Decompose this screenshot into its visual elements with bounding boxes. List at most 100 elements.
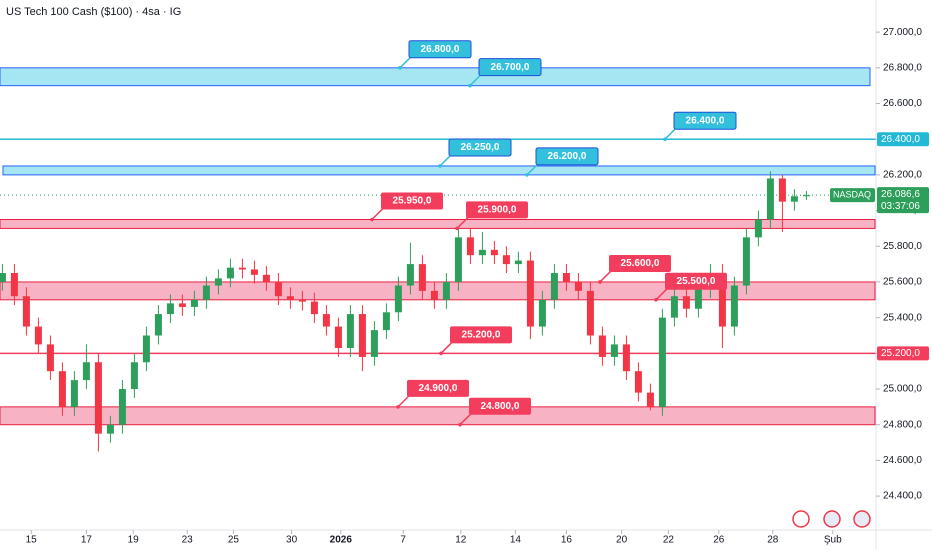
icon[interactable] [792,510,810,528]
candle-body [130,362,138,390]
candle-body [310,301,318,315]
callout-label: 24.800,0 [481,401,520,412]
callouts-layer: 26.800,0 26.700,0 26.250,0 26.200,0 25.950,0… [370,40,737,427]
candle-body [802,195,810,197]
x-tick-label: 14 [510,535,522,546]
callout-anchor [654,297,658,302]
candle-body [694,289,702,309]
candle-body [454,237,462,282]
candle-body [394,285,402,313]
y-tick-label: 27.000,0 [883,27,922,38]
candle-body [502,255,510,265]
y-tick-label: 26.800,0 [883,62,922,73]
axis-level-label: 25.200,0 [881,348,920,359]
candle-body [430,290,438,300]
callout-box [448,138,512,157]
candle-body [286,296,294,300]
x-tick-label: 23 [182,535,194,546]
candle-body [334,326,342,348]
callout-anchor [438,164,442,168]
x-tick-label: 12 [455,535,467,546]
candle-body [466,237,474,256]
callout-anchor [598,280,602,284]
zone [0,406,876,426]
callout-label: 24.900,0 [419,383,458,394]
callout-pointer [439,154,452,167]
x-tick-label: 28 [767,535,779,546]
candle-body [586,290,594,336]
y-tick-label: 24.800,0 [883,419,922,430]
callout-pointer [655,288,668,301]
callout-label: 26.250,0 [461,142,500,153]
callout-box [466,201,528,219]
candle-body [550,273,558,300]
callout-anchor [458,422,462,427]
candle-body [670,296,678,318]
candle-body [370,330,378,357]
candle-body [730,285,738,327]
candle-body [202,285,210,300]
candle-body [778,178,786,202]
callout-anchor [396,405,400,409]
callout-pointer [664,127,677,140]
candle-body [490,249,498,256]
callout-pointer [440,341,453,354]
callout-anchor [525,173,529,177]
candle-body [358,314,366,357]
candle-body [382,312,390,331]
callout-label: 26.200,0 [548,151,587,162]
exchange-tag: NASDAQ [833,189,871,199]
y-tick-label: 26.200,0 [883,170,922,181]
chart-title: US Tech 100 Cash ($100) · 4sa · IG [6,6,181,18]
callout-box [609,254,671,272]
candle-body [610,344,618,357]
x-tick-label: 2026 [330,535,353,546]
callout-box [408,40,472,59]
callout-pointer [469,74,482,87]
candle-body [0,273,6,282]
x-tick-label: 30 [286,535,298,546]
exchange-tag-box [830,188,875,203]
x-tick-label: 7 [400,535,406,546]
callout-label: 25.950,0 [393,196,432,207]
icon[interactable] [853,510,871,528]
candle-body [634,371,642,393]
candle-body [766,178,774,220]
callout-label: 25.500,0 [677,276,716,287]
candle-body [166,303,174,315]
callout-anchor [468,83,472,88]
candle-body [226,267,234,279]
callout-pointer [397,395,410,408]
candle-body [562,273,570,282]
callout-anchor [455,226,459,231]
icon[interactable] [823,510,841,528]
callout-box [665,272,727,290]
axes-layer: 24.400,0 24.600,0 24.800,0 25.000,0 25.200,0… [26,27,929,546]
candle-body [442,281,450,300]
x-tick-label: Şub [824,535,842,546]
y-tick-label: 26.600,0 [883,98,922,109]
x-tick-label: 17 [81,535,93,546]
callout-label: 26.800,0 [421,44,460,55]
callout-pointer [371,207,384,221]
candle-body [154,314,162,336]
zone [0,218,876,229]
candle-body [754,219,762,238]
candle-body [70,380,78,407]
candle-body [94,362,102,434]
callout-label: 26.400,0 [686,115,725,126]
callout-box [469,397,531,415]
y-tick-label: 25.400,0 [883,312,922,323]
candle-body [622,344,630,372]
x-tick-label: 19 [128,535,140,546]
axis-level-label: 26.400,0 [881,134,920,145]
x-tick-label: 15 [26,535,38,546]
x-tick-label: 20 [616,535,628,546]
callout-anchor [370,217,374,222]
price-tag-box [877,187,929,214]
y-tick-label: 24.600,0 [883,455,922,466]
callout-anchor [663,137,667,141]
candle-body [790,196,798,202]
candles-layer [0,171,810,452]
